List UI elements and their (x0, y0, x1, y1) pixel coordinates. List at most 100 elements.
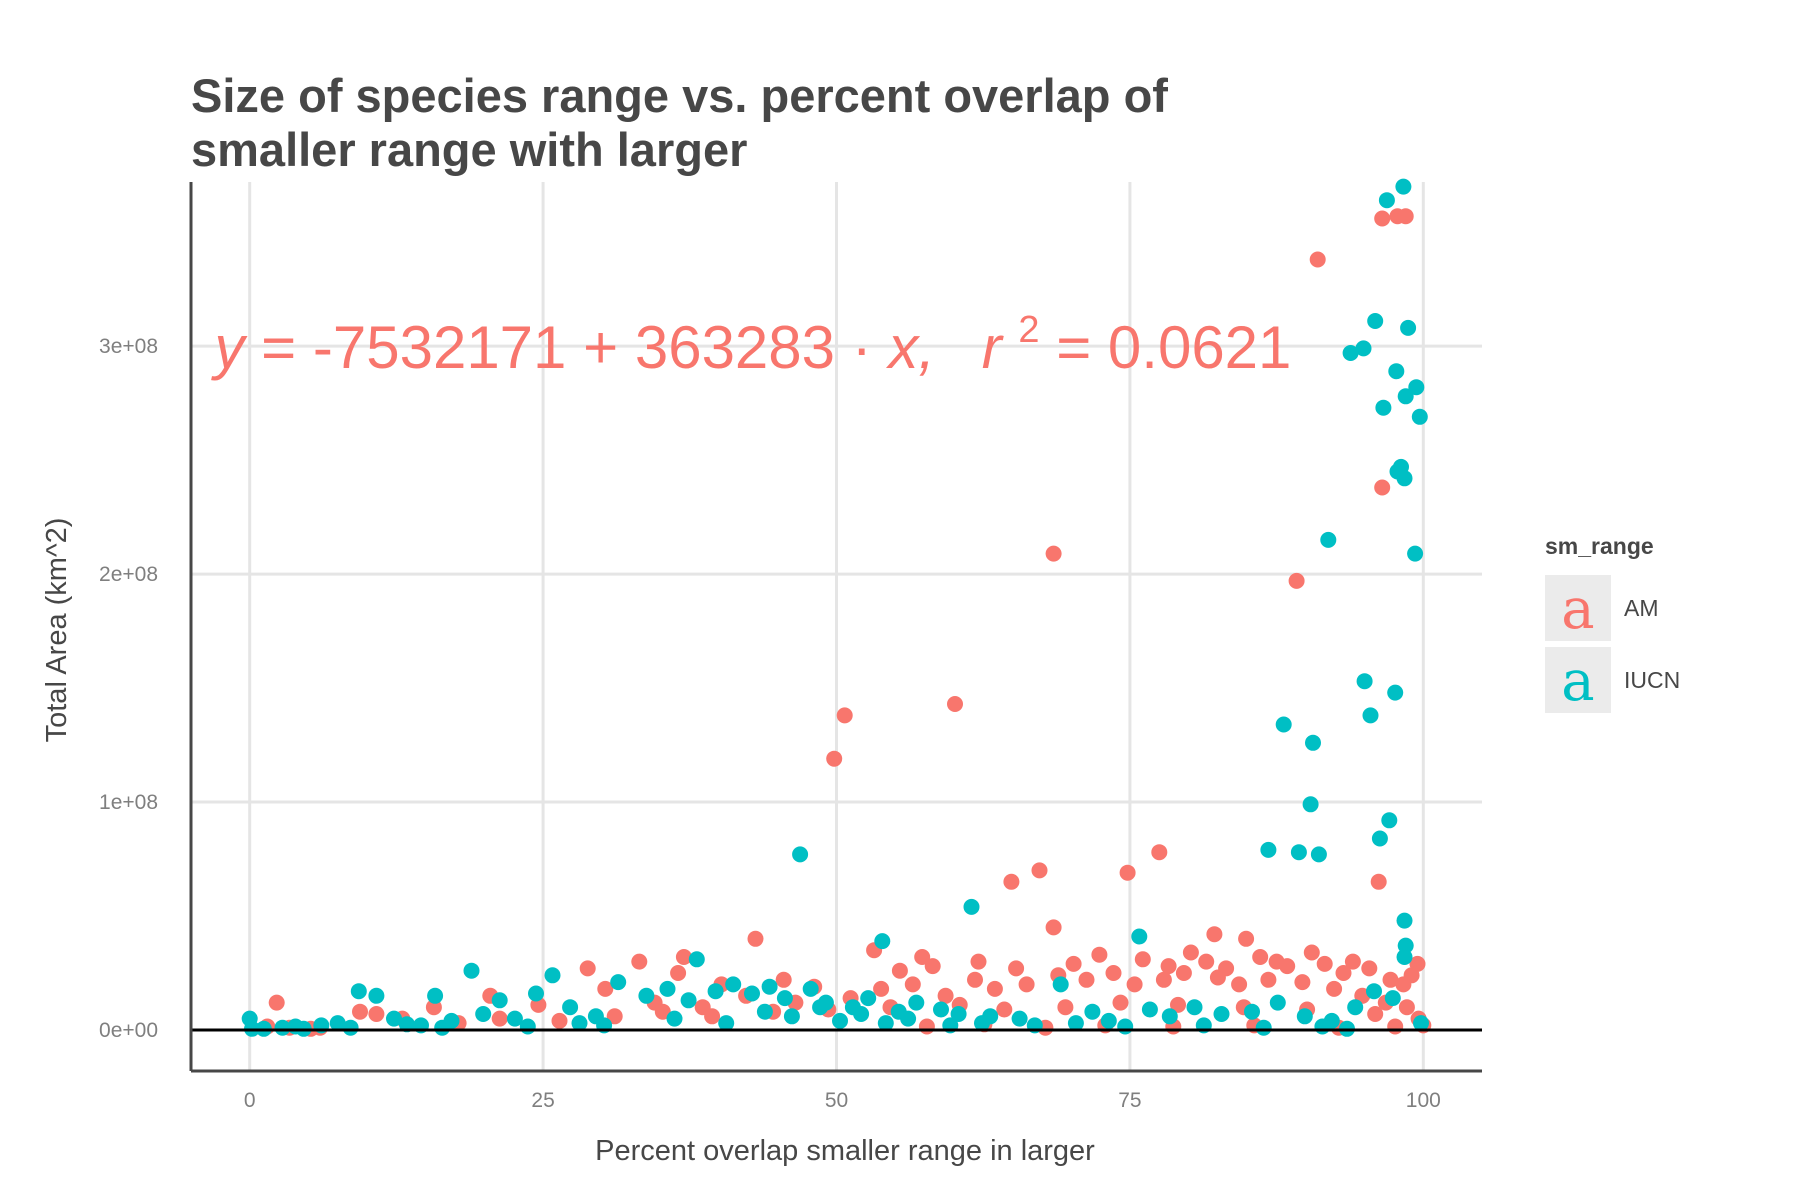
data-point-iucn (1375, 399, 1392, 416)
data-point-am (891, 962, 908, 979)
data-point-iucn (562, 999, 579, 1016)
data-point-am (1008, 960, 1025, 977)
data-point-am (551, 1012, 568, 1029)
data-point-iucn (1408, 379, 1425, 396)
data-point-iucn (908, 994, 925, 1011)
data-point-am (1003, 873, 1020, 890)
equation-x-symbol: x, (885, 314, 935, 381)
data-point-iucn (680, 992, 697, 1009)
data-point-iucn (1413, 1015, 1429, 1032)
data-point-am (836, 707, 853, 724)
data-point-am (1309, 251, 1326, 268)
data-point-am (1170, 996, 1186, 1013)
data-point-iucn (1400, 319, 1417, 336)
axes (189, 182, 1482, 1073)
x-tick-label: 100 (1406, 1089, 1441, 1112)
data-point-iucn (1378, 192, 1395, 209)
data-point-iucn (1314, 1018, 1331, 1035)
data-point-am (1316, 955, 1333, 972)
data-point-am (1252, 949, 1269, 965)
data-point-am (918, 1018, 935, 1035)
data-point-iucn (812, 999, 829, 1016)
data-point-am (904, 976, 921, 993)
data-point-am (826, 750, 843, 767)
data-point-am (1374, 479, 1391, 496)
data-point-am (970, 953, 987, 970)
data-point-iucn (287, 1018, 304, 1035)
data-point-iucn (1067, 1015, 1084, 1032)
data-point-am (704, 1008, 721, 1025)
data-point-iucn (571, 1015, 588, 1032)
data-point-iucn (1366, 983, 1382, 1000)
data-point-am (1382, 971, 1399, 988)
data-point-am (1209, 969, 1226, 986)
data-point-iucn (475, 1006, 492, 1022)
data-point-am (1045, 919, 1062, 936)
data-point-am (491, 1010, 508, 1027)
legend-label-iucn: IUCN (1624, 667, 1680, 693)
x-tick-label: 0 (244, 1089, 256, 1112)
data-point-iucn (1084, 1003, 1101, 1020)
data-point-am (1119, 864, 1136, 881)
data-point-iucn (1052, 976, 1069, 993)
equation-plus: + (583, 314, 618, 381)
data-point-iucn (756, 1003, 773, 1020)
data-point-iucn (519, 1018, 536, 1035)
data-point-am (1238, 930, 1255, 947)
data-point-am (1155, 971, 1172, 988)
data-point-iucn (792, 846, 809, 863)
data-point-iucn (725, 976, 742, 993)
data-point-iucn (1141, 1001, 1158, 1018)
legend-title: sm_range (1545, 533, 1654, 559)
data-point-am (914, 949, 931, 965)
data-point-am (1374, 210, 1391, 227)
data-point-am (1091, 946, 1108, 963)
data-point-iucn (933, 1001, 949, 1018)
data-point-iucn (974, 1015, 990, 1032)
data-point-am (1288, 572, 1305, 589)
data-point-am (1160, 958, 1177, 975)
data-point-iucn (776, 990, 793, 1007)
data-point-iucn (638, 987, 655, 1004)
data-point-iucn (1269, 994, 1286, 1011)
data-point-am (924, 958, 941, 975)
data-point-iucn (386, 1010, 402, 1027)
data-point-iucn (761, 978, 778, 995)
data-point-am (1279, 958, 1296, 975)
data-point-iucn (1275, 716, 1292, 733)
equation-dot: · (852, 314, 872, 381)
data-point-iucn (707, 983, 724, 1000)
data-point-iucn (491, 992, 508, 1009)
legend-label-am: AM (1624, 595, 1659, 621)
equation-slope: 363283 (635, 314, 835, 381)
data-point-iucn (342, 1019, 359, 1036)
data-point-am (947, 696, 963, 712)
data-point-iucn (427, 987, 444, 1004)
x-tick-labels: 0 25 50 75 100 (244, 1089, 1441, 1112)
data-points (241, 178, 1432, 1037)
data-point-am (937, 987, 954, 1004)
data-point-am (873, 980, 890, 997)
data-point-iucn (1356, 673, 1373, 690)
data-point-am (1303, 944, 1320, 961)
legend-key-iucn (1545, 647, 1611, 713)
data-point-iucn (860, 990, 877, 1007)
data-point-am (1398, 999, 1415, 1016)
data-point-iucn (1213, 1006, 1230, 1022)
data-point-iucn (744, 985, 760, 1002)
data-point-iucn (1347, 999, 1364, 1016)
data-point-am (1361, 960, 1378, 977)
data-point-iucn (1411, 408, 1428, 425)
regression-equation: y = -7532171 + 363283 · x, r 2 = 0.0621 (210, 288, 1291, 381)
data-point-am (352, 1003, 368, 1020)
data-point-iucn (1310, 846, 1327, 863)
data-point-iucn (832, 1012, 848, 1029)
data-point-iucn (1244, 1003, 1260, 1020)
data-point-iucn (666, 1010, 683, 1027)
equation-equals: = (261, 314, 296, 381)
data-point-iucn (1396, 470, 1413, 487)
data-point-iucn (368, 987, 385, 1004)
equation-intercept: -7532171 (313, 314, 567, 381)
data-point-am (1065, 955, 1082, 972)
